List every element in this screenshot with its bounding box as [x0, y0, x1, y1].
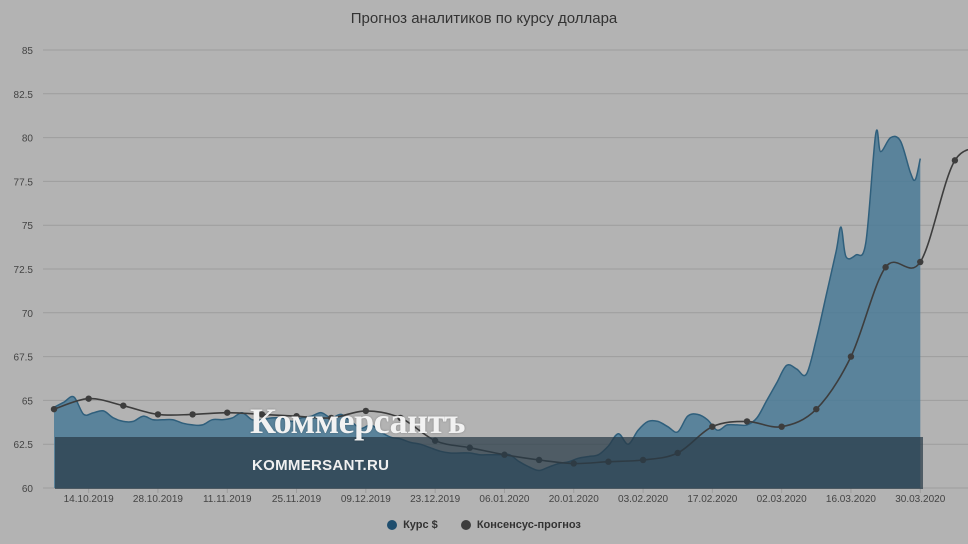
x-tick-label: 16.03.2020 [826, 494, 876, 505]
consensus-point [50, 405, 58, 413]
consensus-point [951, 157, 959, 164]
consensus-point [85, 395, 92, 402]
x-tick-label: 11.11.2019 [203, 494, 252, 505]
legend-marker-rate [387, 520, 398, 530]
consensus-point [778, 423, 785, 430]
x-tick-label: 30.03.2020 [895, 494, 945, 505]
consensus-point [362, 407, 370, 415]
x-tick-label: 09.12.2019 [341, 494, 391, 505]
y-tick-label: 67.5 [14, 353, 34, 364]
chart-title: Прогноз аналитиков по курсу доллара [350, 10, 618, 27]
x-axis: 14.10.2019 28.10.2019 11.11.2019 25.11.2019… [64, 488, 946, 505]
legend-item-rate[interactable]: Курс $ [387, 519, 438, 531]
y-tick-label: 82.5 [14, 90, 34, 101]
series-area-rate [54, 130, 921, 488]
x-tick-label: 25.11.2019 [272, 494, 322, 505]
consensus-point [189, 411, 196, 418]
consensus-point [328, 414, 335, 422]
y-tick-label: 65 [22, 396, 34, 407]
consensus-point [224, 409, 231, 416]
x-tick-label: 14.10.2019 [64, 494, 114, 505]
y-tick-label: 70 [22, 309, 34, 320]
x-tick-label: 23.12.2019 [410, 494, 460, 505]
watermark-site: KOMMERSANT.RU [252, 457, 390, 474]
consensus-point [917, 258, 924, 266]
consensus-point [743, 418, 751, 425]
y-tick-label: 60 [22, 484, 34, 495]
legend-label-consensus: Консенсус-прогноз [476, 519, 581, 531]
consensus-point [847, 353, 855, 360]
legend-label-rate: Курс $ [403, 519, 438, 531]
consensus-point [813, 405, 820, 413]
x-tick-label: 28.10.2019 [133, 494, 183, 505]
y-tick-label: 62.5 [14, 440, 34, 451]
consensus-point [258, 411, 266, 418]
consensus-point [120, 402, 127, 409]
y-tick-label: 72.5 [14, 265, 34, 276]
consensus-point [293, 412, 300, 420]
consensus-point [709, 423, 716, 430]
y-tick-label: 80 [22, 134, 34, 145]
consensus-point [397, 414, 404, 422]
kommersant-logo: Коммерсантъ [250, 401, 466, 441]
series [50, 129, 968, 488]
x-tick-label: 20.01.2020 [549, 494, 599, 505]
x-tick-label: 02.03.2020 [757, 494, 807, 505]
watermark-band [55, 437, 923, 489]
y-tick-label: 75 [22, 221, 34, 232]
consensus-point [154, 411, 162, 418]
legend: Курс $ Консенсус-прогноз [0, 519, 968, 533]
y-axis: 60 62.5 65 67.5 70 72.5 75 77.5 80 82.5 85 [14, 46, 34, 495]
x-tick-label: 17.02.2020 [687, 494, 737, 505]
x-tick-label: 03.02.2020 [618, 494, 668, 505]
legend-marker-consensus [460, 520, 471, 530]
y-tick-label: 85 [22, 46, 34, 57]
consensus-point [882, 264, 889, 271]
legend-item-consensus[interactable]: Консенсус-прогноз [460, 519, 581, 531]
x-tick-label: 06.01.2020 [479, 494, 529, 505]
y-tick-label: 77.5 [14, 177, 34, 188]
